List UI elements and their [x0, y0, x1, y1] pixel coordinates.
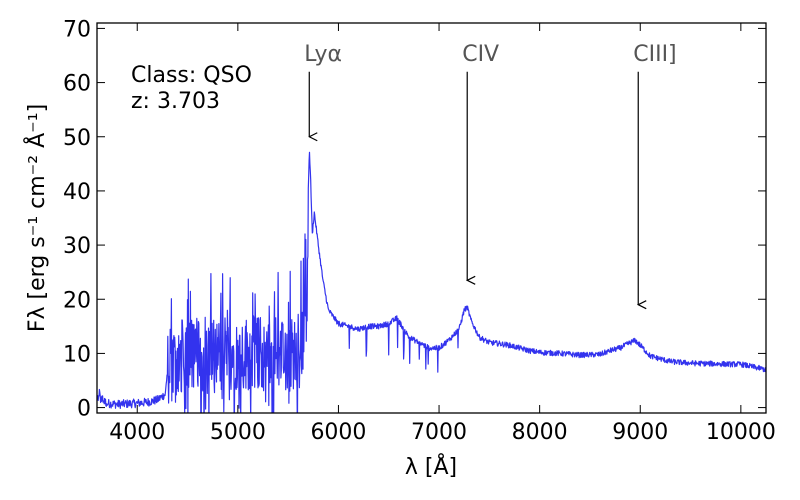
axis-ticks: [97, 23, 766, 413]
x-axis-label: λ [Å]: [405, 453, 457, 480]
class-annotation: Class: QSO: [131, 63, 252, 88]
y-tick-label: 60: [63, 72, 91, 97]
x-tick-label: 10000: [706, 420, 776, 445]
plot-area: [97, 151, 766, 413]
y-tick-label: 0: [77, 397, 91, 422]
y-tick-label: 20: [63, 288, 91, 313]
y-tick-label: 50: [63, 126, 91, 151]
x-tick-label: 9000: [612, 420, 668, 445]
tick-labels: 4000 5000 6000 7000 8000 9000 10000 0 10 20 30 40 50…: [63, 17, 776, 445]
emission-line-label: CIV: [462, 42, 499, 67]
x-tick-label: 5000: [210, 420, 266, 445]
y-tick-label: 30: [63, 234, 91, 259]
plot-frame: [96, 22, 767, 414]
emission-line-label: Lyα: [304, 42, 342, 67]
emission-line-label: CIII]: [633, 42, 676, 67]
x-tick-label: 6000: [310, 420, 366, 445]
y-tick-label: 10: [63, 342, 91, 367]
x-tick-label: 8000: [512, 420, 568, 445]
y-axis-label: Fλ [erg s⁻¹ cm⁻² Å⁻¹]: [23, 104, 50, 332]
x-tick-label: 7000: [411, 420, 467, 445]
y-tick-label: 40: [63, 180, 91, 205]
x-tick-label: 4000: [109, 420, 165, 445]
redshift-annotation: z: 3.703: [131, 89, 220, 114]
spectrum-line: [97, 151, 766, 413]
y-tick-label: 70: [63, 17, 91, 42]
emission-line-markers: Lyα CIV CIII]: [304, 42, 677, 305]
